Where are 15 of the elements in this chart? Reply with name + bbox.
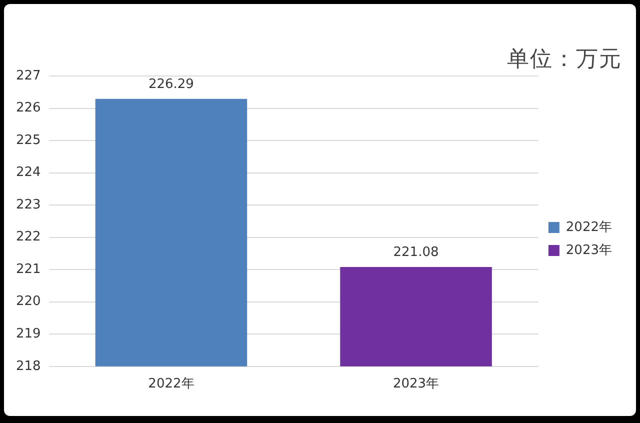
text: 单位：万元 — [507, 46, 622, 74]
data-label: 221.08 — [393, 244, 439, 260]
y-tick-label: 219 — [16, 326, 41, 342]
data-label: 226.29 — [148, 76, 194, 92]
y-tick-label: 218 — [16, 358, 41, 374]
y-tick-label: 223 — [16, 197, 41, 212]
y-tick-label: 220 — [16, 294, 41, 310]
y-tick-label: 222 — [16, 230, 41, 245]
legend-label: 2022年 — [566, 220, 612, 235]
y-tick-label: 226 — [16, 100, 41, 116]
y-tick-label: 225 — [16, 132, 41, 148]
legend-label: 2023年 — [566, 242, 612, 258]
y-tick-label: 224 — [16, 165, 41, 180]
y-tick-label: 221 — [16, 262, 41, 277]
y-tick-label: 227 — [16, 68, 41, 84]
